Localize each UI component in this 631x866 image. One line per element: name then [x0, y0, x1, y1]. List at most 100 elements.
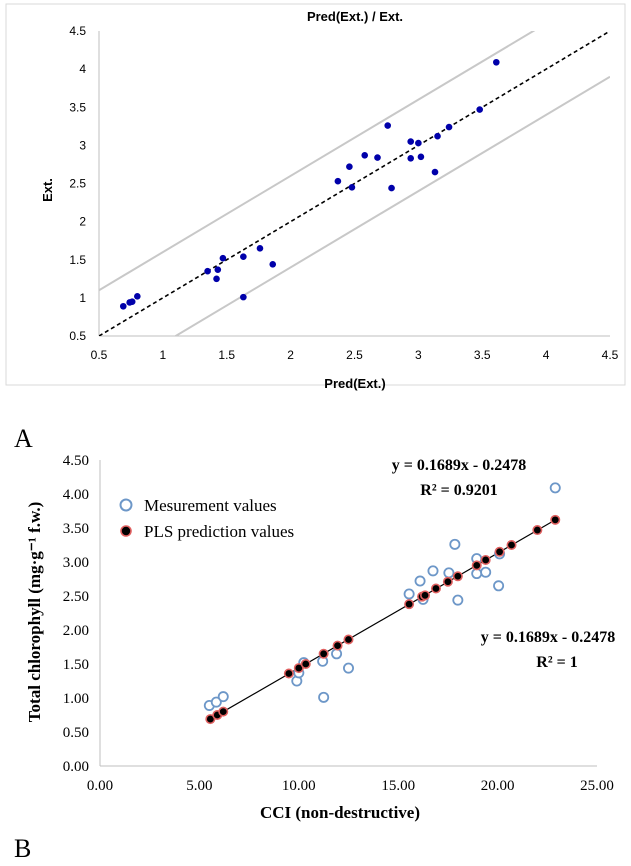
chart-a-data-point: [407, 138, 415, 145]
chart-b-measurement-point: [427, 565, 439, 577]
chart-b-measurement-point: [342, 662, 354, 674]
chart-a-x-tick-label: 2.5: [346, 348, 363, 362]
chart-b-x-tick-label: 0.00: [87, 778, 113, 794]
chart-b-measurement-point: [452, 594, 464, 606]
chart-b-x-tick-label: 15.00: [381, 778, 415, 794]
chart-a-x-tick-label: 4.5: [602, 348, 619, 362]
chart-b-prediction-point: [318, 648, 329, 659]
chart-b-y-tick-label: 1.50: [63, 657, 89, 673]
chart-a-data-point: [361, 151, 369, 159]
chart-a-x-tick-label: 0.5: [91, 348, 108, 362]
chart-b-prediction-point: [494, 546, 505, 557]
chart-b-y-tick-label: 0.50: [63, 725, 89, 741]
chart-b-prediction-point: [442, 576, 453, 587]
chart-a-plot-frame: [5, 3, 626, 386]
chart-b-x-tick-label: 10.00: [282, 778, 316, 794]
chart-a-prediction-band-1: [99, 31, 536, 292]
chart-a-data-point: [348, 184, 356, 191]
chart-a: Pred(Ext.) / Ext. 0.5 1 1.5 2 2.5 3 3.5 4 4.5 0.…: [5, 3, 626, 391]
chart-a-data-point: [431, 168, 439, 176]
chart-b-measurement-point: [318, 691, 330, 703]
legend-label-measurement: Mesurement values: [144, 496, 277, 515]
chart-a-data-point: [269, 261, 277, 268]
chart-b: 0.00 5.00 10.00 15.00 20.00 25.00 0.00 0.50 1.0…: [25, 453, 615, 822]
chart-a-data-point: [493, 58, 500, 66]
chart-b-prediction-point: [343, 634, 354, 645]
chart-a-data-point: [334, 177, 342, 185]
chart-a-y-axis-label: Ext.: [40, 178, 55, 202]
chart-b-prediction-point: [404, 599, 415, 610]
chart-b-x-tick-label: 25.00: [580, 778, 614, 794]
chart-b-measurement-point: [414, 575, 426, 587]
chart-a-data-point: [256, 245, 264, 252]
chart-b-y-tick-label: 1.00: [63, 691, 89, 707]
chart-b-measurement-point: [443, 567, 455, 579]
chart-b-prediction-point: [332, 640, 343, 651]
chart-a-prediction-band-2: [173, 75, 610, 336]
chart-b-prediction-point: [218, 706, 229, 717]
chart-b-prediction-point: [506, 539, 517, 550]
chart-a-data-point: [388, 184, 395, 192]
chart-a-data-point: [346, 163, 353, 171]
chart-b-prediction-point: [452, 571, 463, 582]
chart-a-y-tick-label: 4.5: [69, 24, 86, 38]
chart-b-y-tick-label: 3.00: [63, 555, 89, 571]
chart-a-y-tick-label: 4: [79, 62, 86, 76]
chart-a-identity-line: [99, 31, 610, 336]
chart-a-x-axis-label: Pred(Ext.): [324, 376, 385, 391]
chart-b-prediction-point: [283, 668, 294, 679]
chart-a-x-tick-label: 1: [160, 348, 167, 362]
chart-a-data-point: [434, 132, 441, 140]
legend-label-prediction: PLS prediction values: [144, 522, 294, 541]
chart-b-measurement-point: [331, 648, 343, 660]
chart-b-prediction-point: [480, 554, 491, 565]
panel-label-a: A: [14, 424, 33, 453]
chart-b-prediction-point: [550, 514, 561, 525]
chart-a-data-point: [407, 155, 415, 162]
chart-b-measurement-point: [217, 691, 229, 703]
chart-b-measurement-point: [449, 538, 461, 550]
chart-b-x-axis-label: CCI (non-destructive): [260, 803, 420, 822]
annotation-2-r2: R² = 1: [536, 654, 577, 671]
panel-label-b: B: [14, 834, 31, 863]
chart-a-data-point: [128, 298, 136, 305]
chart-b-measurement-point: [403, 588, 415, 600]
chart-b-measurement-point: [549, 482, 561, 494]
chart-b-y-tick-label: 4.50: [63, 453, 89, 469]
chart-a-data-point: [219, 254, 227, 262]
chart-b-prediction-point: [420, 590, 431, 601]
chart-b-y-tick-label: 2.00: [63, 623, 89, 639]
chart-b-measurement-point: [493, 580, 505, 592]
chart-a-x-tick-label: 1.5: [218, 348, 235, 362]
chart-a-data-point: [476, 106, 483, 113]
chart-b-measurement-point: [210, 696, 222, 708]
chart-a-title: Pred(Ext.) / Ext.: [307, 9, 403, 24]
chart-a-x-tick-label: 4: [543, 348, 550, 362]
annotation-1-equation: y = 0.1689x - 0.2478: [392, 457, 526, 474]
chart-b-y-tick-label: 3.50: [63, 521, 89, 537]
annotation-1-r2: R² = 0.9201: [420, 482, 497, 499]
chart-b-x-tick-label: 5.00: [186, 778, 212, 794]
chart-a-x-tick-label: 3.5: [474, 348, 491, 362]
chart-a-y-tick-label: 3.5: [69, 100, 86, 114]
chart-a-y-tick-label: 2: [79, 215, 86, 229]
chart-b-measurement-point: [480, 566, 492, 578]
chart-a-data-point: [213, 275, 220, 283]
chart-a-y-tick-label: 0.5: [69, 329, 86, 343]
legend-marker-measurement: [119, 498, 133, 512]
chart-a-y-tick-label: 3: [79, 138, 86, 152]
chart-a-y-tick-label: 1: [79, 291, 86, 305]
chart-b-y-tick-label: 4.00: [63, 487, 89, 503]
chart-b-prediction-point: [430, 583, 441, 594]
chart-a-data-point: [204, 267, 211, 275]
chart-a-data-point: [445, 123, 453, 131]
chart-a-data-point: [374, 154, 381, 161]
chart-a-data-point: [214, 266, 222, 273]
chart-a-x-tick-label: 3: [415, 348, 422, 362]
chart-a-y-tick-label: 1.5: [69, 253, 86, 267]
chart-a-x-tick-label: 2: [287, 348, 294, 362]
annotation-2-equation: y = 0.1689x - 0.2478: [481, 629, 615, 646]
chart-a-data-point: [417, 153, 425, 161]
chart-b-x-tick-label: 20.00: [481, 778, 515, 794]
